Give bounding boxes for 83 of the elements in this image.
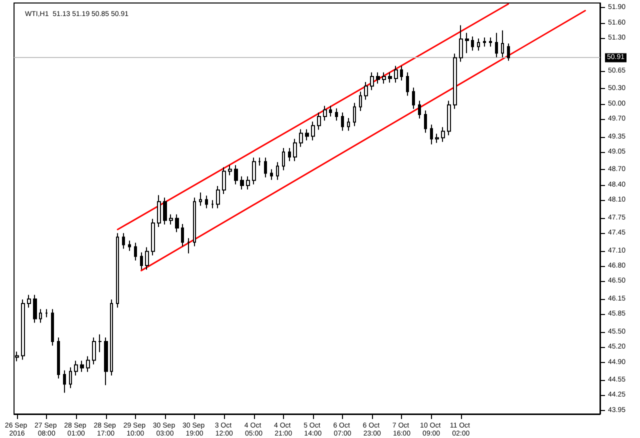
candlestick bbox=[110, 298, 113, 376]
candlestick bbox=[489, 36, 492, 48]
candlestick bbox=[400, 65, 403, 82]
candlestick bbox=[483, 36, 486, 48]
candlestick bbox=[86, 356, 90, 372]
candlestick bbox=[234, 164, 238, 185]
candlestick bbox=[305, 128, 309, 141]
candlestick bbox=[134, 242, 137, 261]
candlestick bbox=[382, 72, 386, 84]
candlestick bbox=[335, 108, 338, 122]
candlestick bbox=[122, 232, 125, 250]
candlestick bbox=[341, 112, 344, 132]
candlestick bbox=[447, 100, 451, 136]
candlestick bbox=[74, 360, 78, 376]
candlestick bbox=[193, 197, 196, 247]
candlestick bbox=[51, 308, 54, 346]
candlestick bbox=[347, 118, 350, 132]
candlestick bbox=[187, 238, 190, 254]
candlestick bbox=[222, 166, 226, 195]
candlestick bbox=[140, 252, 143, 270]
candlestick bbox=[293, 138, 297, 162]
candlestick bbox=[270, 168, 273, 180]
candlestick bbox=[181, 223, 184, 247]
candlestick bbox=[406, 72, 409, 96]
candlestick bbox=[128, 240, 131, 252]
candlestick bbox=[435, 133, 439, 144]
candlestick bbox=[317, 112, 321, 130]
candlestick bbox=[45, 308, 48, 318]
candlestick bbox=[104, 336, 108, 386]
candlestick bbox=[501, 30, 504, 58]
candlestick bbox=[264, 157, 267, 178]
candlestick bbox=[205, 195, 208, 209]
candlestick bbox=[388, 72, 392, 84]
candlestick bbox=[424, 110, 427, 134]
candlestick bbox=[418, 100, 421, 120]
candlestick bbox=[453, 53, 457, 110]
candlestick bbox=[39, 308, 42, 324]
candlestick bbox=[430, 124, 433, 145]
candlestick bbox=[175, 214, 179, 233]
candlestick bbox=[329, 105, 332, 118]
candlestick bbox=[370, 72, 374, 91]
candlestick bbox=[21, 298, 25, 360]
candlestick bbox=[394, 65, 398, 84]
candlestick bbox=[145, 246, 149, 270]
candlestick bbox=[228, 164, 232, 176]
candlestick bbox=[459, 24, 463, 62]
candlestick bbox=[163, 197, 167, 225]
candlestick bbox=[69, 366, 72, 389]
candlestick bbox=[80, 360, 84, 372]
candlestick bbox=[323, 105, 327, 122]
candlestick bbox=[364, 82, 368, 100]
candlestick bbox=[216, 185, 220, 209]
candlestick bbox=[477, 38, 480, 52]
candlestick bbox=[240, 176, 244, 190]
candlestick bbox=[276, 162, 279, 180]
candlestick bbox=[211, 200, 214, 209]
candlestick bbox=[98, 334, 102, 353]
candlestick bbox=[288, 147, 291, 162]
candlestick bbox=[252, 157, 256, 185]
candlestick bbox=[199, 192, 202, 206]
candlestick bbox=[116, 232, 119, 308]
candlestick bbox=[57, 336, 60, 380]
candlestick bbox=[169, 214, 173, 225]
candlestick bbox=[33, 294, 37, 324]
candlestick bbox=[359, 91, 362, 112]
candlestick bbox=[507, 43, 510, 62]
candlestick bbox=[441, 126, 445, 142]
candlestick bbox=[92, 336, 96, 365]
candlestick bbox=[282, 147, 285, 171]
candlestick bbox=[376, 72, 380, 84]
candlestick bbox=[412, 87, 415, 110]
candlestick bbox=[258, 157, 261, 166]
candlestick bbox=[465, 32, 469, 54]
candlestick bbox=[157, 194, 161, 228]
candlestick bbox=[27, 294, 31, 308]
candlestick bbox=[311, 121, 315, 141]
candlestick bbox=[151, 218, 155, 256]
candlestick bbox=[353, 102, 356, 127]
candlestick bbox=[63, 370, 66, 394]
candlestick bbox=[495, 32, 498, 58]
candlestick bbox=[471, 36, 474, 52]
candlestick bbox=[246, 176, 250, 190]
candlestick bbox=[299, 128, 303, 148]
